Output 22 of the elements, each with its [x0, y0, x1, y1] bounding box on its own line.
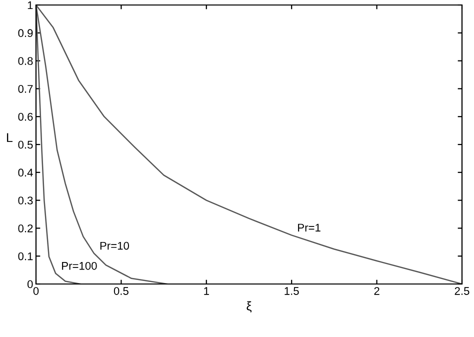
series-label: Pr=100: [62, 262, 97, 270]
y-tick-label: 0.3: [18, 196, 33, 204]
y-tick-label: 0.5: [18, 140, 33, 149]
x-tick-label: 1: [204, 287, 209, 295]
y-tick-label: 0: [27, 280, 33, 288]
x-tick-label: 2: [374, 287, 380, 295]
y-tick-label: 0.8: [18, 57, 33, 65]
x-tick-label: 2.5: [454, 287, 470, 295]
y-tick-label: 0.1: [18, 252, 33, 260]
x-tick-label: 1.5: [284, 287, 299, 295]
x-axis-title: ξ: [246, 301, 252, 313]
series-label: Pr=1: [298, 224, 320, 232]
y-tick-label: 0.4: [18, 168, 33, 177]
y-axis-title: L: [6, 133, 13, 142]
y-tick-label: 1: [28, 1, 33, 10]
y-tick-label: 0.9: [18, 29, 33, 38]
x-tick-label: 0.5: [114, 287, 128, 295]
y-tick-label: 0.6: [18, 112, 33, 121]
y-tick-label: 0.2: [18, 224, 33, 232]
series-label: Pr=10: [100, 242, 130, 250]
y-tick-label: 0.7: [18, 84, 33, 93]
x-tick-label: 0: [33, 287, 39, 295]
